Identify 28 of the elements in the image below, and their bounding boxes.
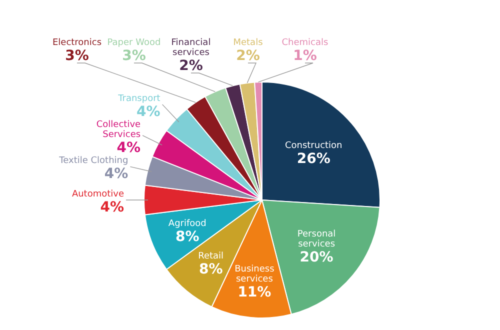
data-label: 1%	[293, 48, 317, 64]
slice-label: Transport	[117, 94, 161, 104]
data-label: 2%	[236, 48, 260, 64]
slice-label: Construction	[284, 141, 342, 152]
data-label: 4%	[104, 166, 128, 182]
data-label: 20%	[300, 250, 334, 266]
slice-label: Retail	[198, 251, 224, 262]
data-label: 26%	[296, 151, 330, 168]
data-label: 4%	[100, 200, 124, 216]
data-label: 3%	[65, 48, 89, 64]
data-label: 2%	[179, 58, 203, 74]
slice-label: Chemicals	[282, 38, 329, 48]
data-label: 4%	[116, 140, 141, 156]
slice-label: Collective Services	[96, 120, 142, 140]
data-label: 4%	[136, 104, 160, 120]
slice-label: Personal services	[297, 230, 336, 250]
slice-label: Business services	[234, 264, 275, 284]
slice-label: Textile Clothing	[58, 156, 128, 166]
data-label: 11%	[238, 284, 272, 300]
data-label: 8%	[176, 229, 200, 246]
slice-label: Electronics	[52, 38, 102, 48]
slice-label: Paper Wood	[107, 38, 161, 48]
slice-label: Agrifood	[168, 219, 206, 230]
data-label: 3%	[122, 48, 146, 64]
slice-label: Automotive	[72, 190, 124, 200]
slice-label: Financial services	[171, 38, 211, 58]
slice-label: Metals	[233, 38, 264, 48]
data-label: 8%	[198, 261, 223, 278]
